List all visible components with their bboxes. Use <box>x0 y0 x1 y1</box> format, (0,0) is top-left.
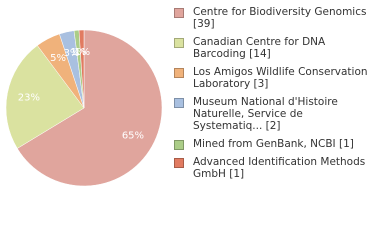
legend-swatch <box>174 68 184 78</box>
slice-label: 65% <box>122 131 144 142</box>
pie: 65%23%5%3%1%1% <box>5 29 163 187</box>
legend-swatch <box>174 8 184 18</box>
slice-label: 23% <box>18 92 40 103</box>
legend-item: Museum National d'Histoire Naturelle, Se… <box>172 96 372 132</box>
legend-item: Los Amigos Wildlife Conservation Laborat… <box>172 66 372 90</box>
slice-label: 3% <box>64 48 80 59</box>
legend-swatch <box>174 140 184 150</box>
slice-label: 1% <box>74 47 90 58</box>
slice-label: 5% <box>50 53 66 64</box>
legend-label: Canadian Centre for DNA Barcoding [14] <box>193 36 326 60</box>
legend: Centre for Biodiversity Genomics [39] Can… <box>172 6 372 180</box>
legend-label: Centre for Biodiversity Genomics [39] <box>193 6 367 30</box>
legend-label: Advanced Identification Methods GmbH [1] <box>193 156 366 180</box>
legend-label: Museum National d'Histoire Naturelle, Se… <box>193 96 338 132</box>
legend-item: Advanced Identification Methods GmbH [1] <box>172 156 372 180</box>
legend-label: Mined from GenBank, NCBI [1] <box>193 138 354 150</box>
legend-item: Mined from GenBank, NCBI [1] <box>172 138 372 150</box>
legend-swatch <box>174 158 184 168</box>
pie-slice <box>16 29 163 187</box>
slice-label: 1% <box>71 47 87 58</box>
legend-label: Los Amigos Wildlife Conservation Laborat… <box>193 66 368 90</box>
pie-slice <box>78 29 85 109</box>
legend-swatch <box>174 38 184 48</box>
pie-slice <box>5 45 85 149</box>
legend-swatch <box>174 98 184 108</box>
legend-item: Centre for Biodiversity Genomics [39] <box>172 6 372 30</box>
legend-item: Canadian Centre for DNA Barcoding [14] <box>172 36 372 60</box>
